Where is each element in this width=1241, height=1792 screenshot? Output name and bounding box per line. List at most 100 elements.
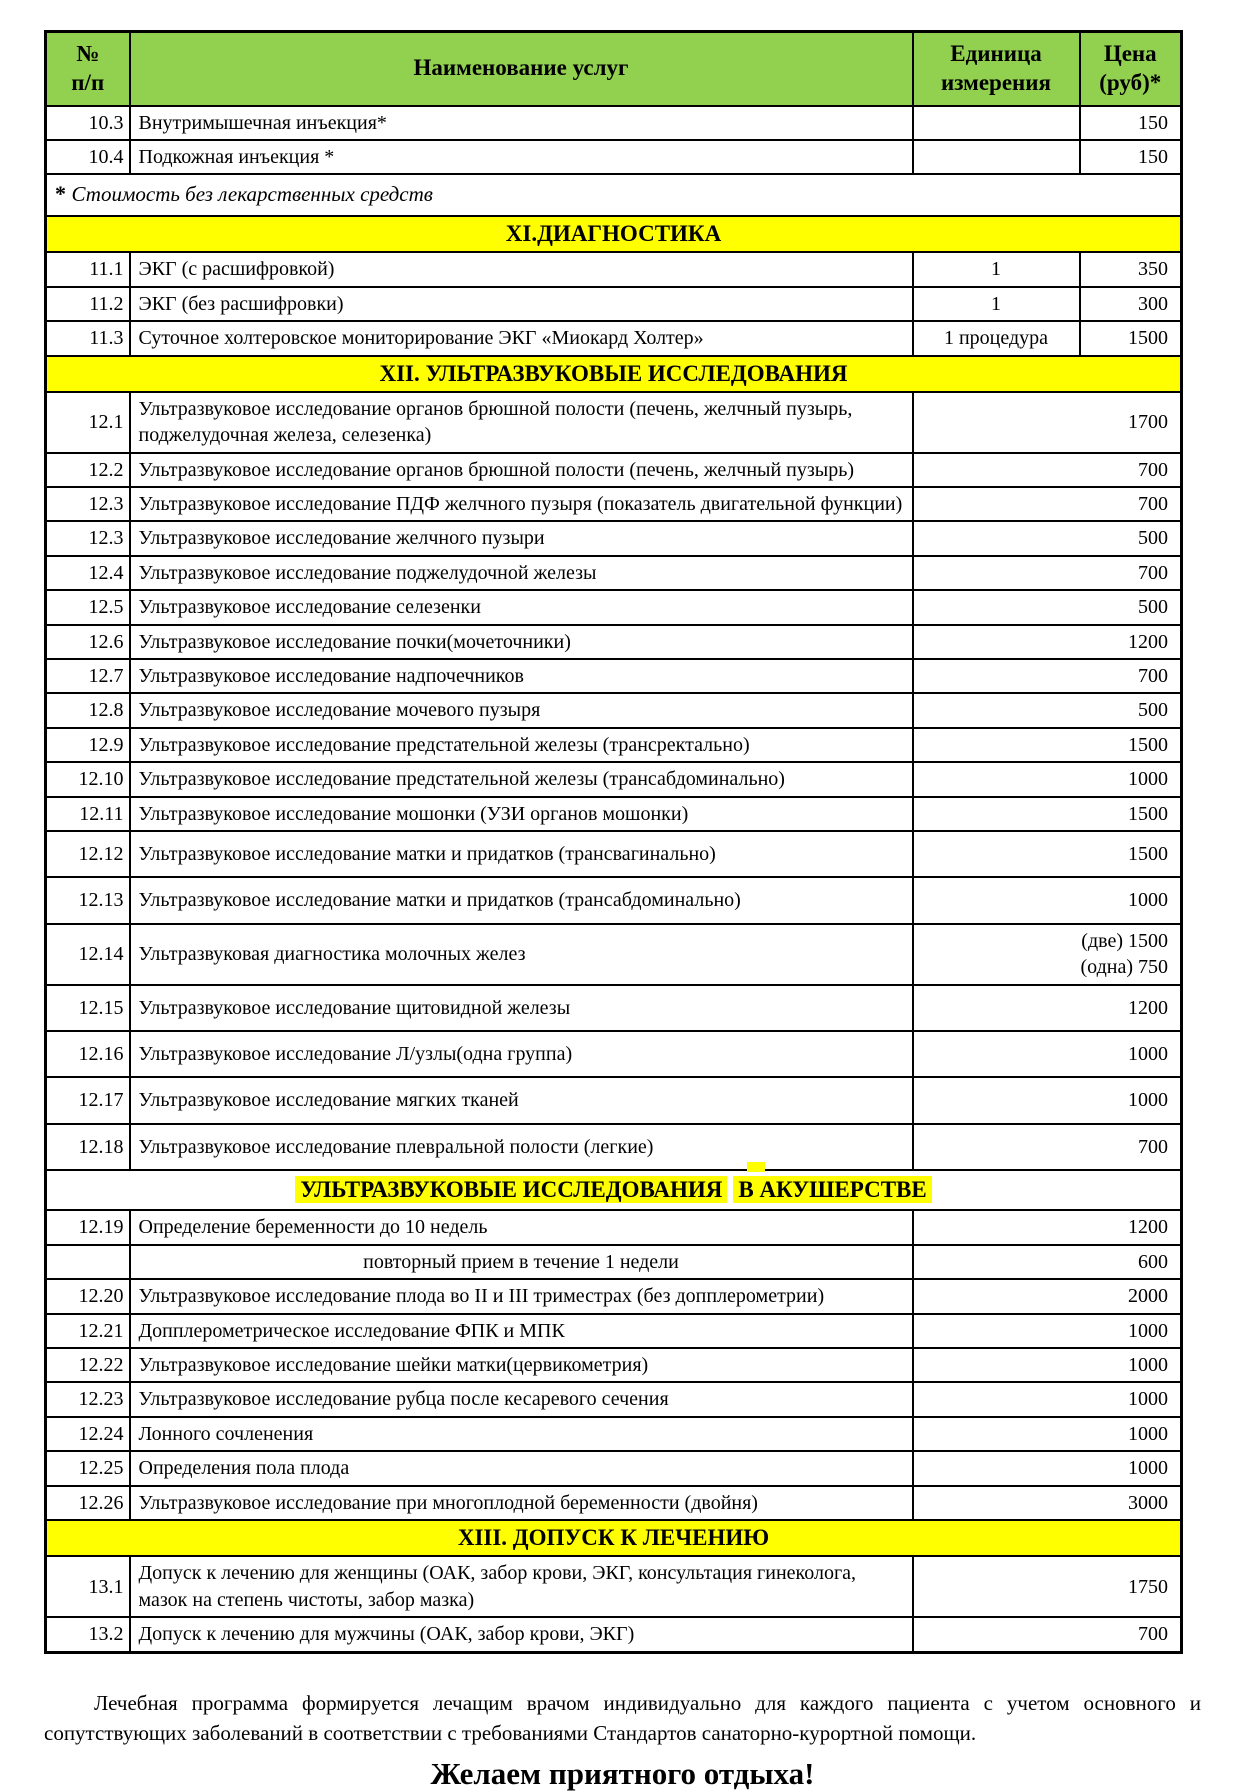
service-name: Ультразвуковое исследование шейки матки(… [128, 1347, 914, 1384]
row-number: 12.8 [44, 692, 131, 729]
service-name: Ультразвуковое исследование при многопло… [128, 1484, 914, 1521]
price-value: 600 [911, 1243, 1183, 1281]
table-row: 12.14 Ультразвуковая диагностика молочных… [44, 922, 1183, 986]
section-header-row: XII. УЛЬТРАЗВУКОВЫЕ ИССЛЕДОВАНИЯ [44, 354, 1183, 393]
table-row: 12.15 Ультразвуковое исследование щитовид… [44, 983, 1183, 1032]
table-row: повторный прием в течение 1 недели 600 [44, 1243, 1183, 1281]
unit-of-measure: 1 процедура [911, 320, 1081, 357]
section-title: XI.ДИАГНОСТИКА [44, 214, 1183, 254]
service-name: Допуск к лечению для женщины (ОАК, забор… [128, 1555, 914, 1619]
closing-wish: Желаем приятного отдыха! [430, 1756, 815, 1792]
service-name: Ультразвуковое исследование поджелудочно… [128, 554, 914, 592]
service-name: Ультразвуковое исследование матки и прид… [128, 876, 914, 925]
row-number: 12.3 [44, 520, 131, 557]
price-value: 700 [911, 1122, 1183, 1172]
highlighted-text: УЛЬТРАЗВУКОВЫЕ ИССЛЕДОВАНИЯ [295, 1176, 728, 1204]
service-name: Ультразвуковое исследование почки(мочето… [128, 623, 914, 661]
row-number: 12.12 [44, 829, 131, 879]
price-value: 1500 [911, 726, 1183, 764]
footnote: * Стоимость без лекарственных средств [44, 173, 1183, 217]
price-value: 500 [911, 520, 1183, 557]
price-value: 150 [1078, 104, 1183, 141]
row-number: 12.15 [44, 983, 131, 1032]
price-line: (одна) 750 [1080, 956, 1169, 979]
service-name: Ультразвуковое исследование плевральной … [128, 1122, 914, 1172]
price-value: 150 [1078, 138, 1183, 176]
price-value: 1000 [911, 876, 1183, 925]
unit-of-measure: 1 [911, 251, 1081, 288]
row-number: 12.23 [44, 1381, 131, 1418]
footnote-asterisk: * [55, 181, 72, 207]
table-row: 12.1 Ультразвуковое исследование органов … [44, 390, 1183, 454]
service-name: Определения пола плода [128, 1450, 914, 1487]
price-value: 1000 [911, 1029, 1183, 1079]
row-number: 12.10 [44, 761, 131, 798]
service-name: Ультразвуковое исследование мошонки (УЗИ… [128, 795, 914, 832]
price-value: 1500 [911, 829, 1183, 879]
row-number: 12.24 [44, 1415, 131, 1453]
row-number: 12.21 [44, 1312, 131, 1350]
table-row: 12.3 Ультразвуковое исследование ПДФ желч… [44, 486, 1183, 523]
row-number: 12.25 [44, 1450, 131, 1487]
row-number: 11.3 [44, 320, 131, 357]
service-name: Ультразвуковое исследование Л/узлы(одна … [128, 1029, 914, 1079]
price-value: 700 [911, 451, 1183, 489]
row-number: 12.26 [44, 1484, 131, 1521]
table-row: 12.12 Ультразвуковое исследование матки и… [44, 829, 1183, 879]
price-value: 500 [911, 692, 1183, 729]
table-row: 11.3 Суточное холтеровское мониторировани… [44, 320, 1183, 357]
price-value: 1200 [911, 1209, 1183, 1246]
service-name: Ультразвуковое исследование щитовидной ж… [128, 983, 914, 1032]
table-row: 12.26 Ультразвуковое исследование при мно… [44, 1484, 1183, 1521]
col-header-unit: Единица измерения [911, 30, 1081, 107]
table-row: 12.3 Ультразвуковое исследование желчного… [44, 520, 1183, 557]
table-row: 13.1 Допуск к лечению для женщины (ОАК, з… [44, 1555, 1183, 1619]
highlighted-text: В АКУШЕРСТВЕ [733, 1176, 932, 1204]
table-row: 12.23 Ультразвуковое исследование рубца п… [44, 1381, 1183, 1418]
row-number: 12.6 [44, 623, 131, 661]
row-number: 12.19 [44, 1209, 131, 1246]
service-name: Допуск к лечению для мужчины (ОАК, забор… [128, 1616, 914, 1653]
table-row: 12.22 Ультразвуковое исследование шейки м… [44, 1347, 1183, 1384]
service-name: Подкожная инъекция * [128, 138, 914, 176]
table-header-row: № п/п Наименование услуг Единица измерен… [44, 30, 1183, 107]
service-name: Ультразвуковое исследование мягких ткане… [128, 1076, 914, 1125]
row-number: 11.2 [44, 285, 131, 323]
service-name: Ультразвуковое исследование плода во II … [128, 1278, 914, 1315]
table-row: 12.21 Допплерометрическое исследование ФП… [44, 1312, 1183, 1350]
table-row: 11.2 ЭКГ (без расшифровки) 1 300 [44, 285, 1183, 323]
unit-of-measure [911, 138, 1081, 176]
price-value: 1000 [911, 1347, 1183, 1384]
service-name: Допплерометрическое исследование ФПК и М… [128, 1312, 914, 1350]
price-value: 1200 [911, 623, 1183, 661]
table-row: 12.25 Определения пола плода 1000 [44, 1450, 1183, 1487]
row-number: 12.9 [44, 726, 131, 764]
table-row: 12.2 Ультразвуковое исследование органов … [44, 451, 1183, 489]
price-value: 1000 [911, 1312, 1183, 1350]
service-name: Ультразвуковое исследование предстательн… [128, 726, 914, 764]
row-number: 10.3 [44, 104, 131, 141]
price-value: 1700 [911, 390, 1183, 454]
price-value: 350 [1078, 251, 1183, 288]
row-number: 12.5 [44, 589, 131, 626]
col-header-name: Наименование услуг [128, 30, 914, 107]
service-name: ЭКГ (без расшифровки) [128, 285, 914, 323]
section-title: XIII. ДОПУСК К ЛЕЧЕНИЮ [44, 1518, 1183, 1558]
service-name: Ультразвуковое исследование органов брюш… [128, 451, 914, 489]
service-name: Ультразвуковое исследование селезенки [128, 589, 914, 626]
table-row: 12.10 Ультразвуковое исследование предста… [44, 761, 1183, 798]
col-header-num: № п/п [44, 30, 131, 107]
section-title: УЛЬТРАЗВУКОВЫЕ ИССЛЕДОВАНИЯ В АКУШЕРСТВЕ [44, 1162, 1183, 1212]
table-row: 12.24 Лонного сочленения 1000 [44, 1415, 1183, 1453]
table-row: 10.4 Подкожная инъекция * 150 [44, 138, 1183, 176]
price-value: 300 [1078, 285, 1183, 323]
table-row: 12.9 Ультразвуковое исследование предстат… [44, 726, 1183, 764]
row-number: 12.3 [44, 486, 131, 523]
price-value: 1000 [911, 761, 1183, 798]
price-value: 500 [911, 589, 1183, 626]
row-number [44, 1243, 131, 1281]
row-number: 12.2 [44, 451, 131, 489]
table-row: 10.3 Внутримышечная инъекция* 150 [44, 104, 1183, 141]
row-number: 12.4 [44, 554, 131, 592]
row-number: 13.1 [44, 1555, 131, 1619]
